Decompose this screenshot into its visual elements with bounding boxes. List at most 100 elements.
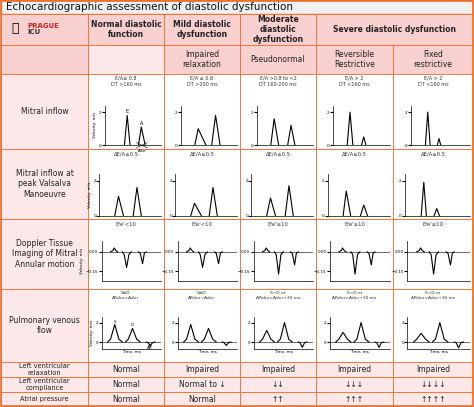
Text: ΔE/A≥0.5: ΔE/A≥0.5 xyxy=(190,151,215,156)
Bar xyxy=(240,45,316,74)
Bar xyxy=(88,45,164,74)
Bar xyxy=(1,377,88,392)
Text: Normal: Normal xyxy=(112,394,140,403)
Text: Severe diastolic dysfunction: Severe diastolic dysfunction xyxy=(333,25,456,34)
Text: ΔE/A≥0.5: ΔE/A≥0.5 xyxy=(342,151,367,156)
Text: Doppler Tissue
Imaging of Mitral
Annular motion: Doppler Tissue Imaging of Mitral Annular… xyxy=(12,239,77,269)
Bar xyxy=(240,362,316,377)
Bar xyxy=(88,74,164,149)
Bar xyxy=(316,149,393,219)
Text: ↑↑: ↑↑ xyxy=(272,394,284,403)
Bar xyxy=(1,149,88,219)
Text: S<D or
ARdur>Adur+30 ms: S<D or ARdur>Adur+30 ms xyxy=(332,291,376,300)
Bar xyxy=(393,149,473,219)
Bar xyxy=(164,45,240,74)
Text: ↓↓: ↓↓ xyxy=(272,380,284,389)
Bar xyxy=(88,289,164,362)
Text: Left ventricular
compliance: Left ventricular compliance xyxy=(19,378,70,391)
Text: ΔE/A≥0.5: ΔE/A≥0.5 xyxy=(113,151,138,156)
Text: E/A≥ 0.8
DT >160 ms: E/A≥ 0.8 DT >160 ms xyxy=(111,76,141,87)
Bar xyxy=(1,45,88,74)
Text: Echocardiographic assessment of diastolic dysfunction: Echocardiographic assessment of diastoli… xyxy=(6,2,293,12)
Text: Normal: Normal xyxy=(112,365,140,374)
Bar xyxy=(393,392,473,406)
Bar xyxy=(316,14,473,45)
Text: ICU: ICU xyxy=(27,29,40,35)
Y-axis label: Velocity, m/s: Velocity, m/s xyxy=(93,112,97,138)
Bar xyxy=(316,392,393,406)
Text: Moderate
diastolic
dysfunction: Moderate diastolic dysfunction xyxy=(253,15,303,44)
Text: Mitral inflow at
peak Valsalva
Manoeuvre: Mitral inflow at peak Valsalva Manoeuvre xyxy=(16,169,73,199)
Bar xyxy=(393,45,473,74)
Bar xyxy=(316,45,393,74)
Bar xyxy=(240,392,316,406)
Bar xyxy=(164,219,240,289)
Text: E/e'<10: E/e'<10 xyxy=(191,221,212,226)
Text: S≥D
ARdur<Adur: S≥D ARdur<Adur xyxy=(112,291,140,300)
Bar xyxy=(164,14,240,45)
Text: AR: AR xyxy=(147,346,153,350)
Text: ↑↑↑↑: ↑↑↑↑ xyxy=(420,394,446,403)
Bar xyxy=(1,219,88,289)
Bar xyxy=(240,289,316,362)
Text: E/A > 2
DT <160 ms: E/A > 2 DT <160 ms xyxy=(339,76,370,87)
Text: ΔE/A≥0.5: ΔE/A≥0.5 xyxy=(420,151,446,156)
Bar xyxy=(88,362,164,377)
Bar xyxy=(88,14,164,45)
Bar xyxy=(88,392,164,406)
Text: D: D xyxy=(131,324,134,328)
Text: Normal to ↓: Normal to ↓ xyxy=(179,380,225,389)
Text: E/A > 2
DT <160 ms: E/A > 2 DT <160 ms xyxy=(418,76,448,87)
Text: Mild diastolic
dysfunction: Mild diastolic dysfunction xyxy=(173,20,231,39)
Text: Atrial pressure: Atrial pressure xyxy=(20,396,69,402)
Bar xyxy=(316,74,393,149)
Bar xyxy=(1,74,88,149)
Bar xyxy=(164,362,240,377)
Bar xyxy=(240,219,316,289)
Text: Pulmonary venous
flow: Pulmonary venous flow xyxy=(9,316,80,335)
Bar xyxy=(240,14,316,45)
Y-axis label: Velocity, m/s: Velocity, m/s xyxy=(90,319,94,346)
Text: E: E xyxy=(126,109,129,114)
Text: ↓↓↓↓: ↓↓↓↓ xyxy=(420,380,446,389)
Text: E/e'≥10: E/e'≥10 xyxy=(267,221,289,226)
Text: Impaired: Impaired xyxy=(337,365,372,374)
Y-axis label: Velocity, m/s: Velocity, m/s xyxy=(80,248,84,274)
Bar xyxy=(316,289,393,362)
Text: Impaired
relaxation: Impaired relaxation xyxy=(182,50,221,69)
Bar xyxy=(316,362,393,377)
Text: Reversible
Restrictive: Reversible Restrictive xyxy=(334,50,375,69)
Text: AR: AR xyxy=(148,344,153,348)
Text: E/A >0.8 to <2
DT 160-200 ms: E/A >0.8 to <2 DT 160-200 ms xyxy=(259,76,297,87)
Text: S≥D
ARdur<Adur: S≥D ARdur<Adur xyxy=(188,291,216,300)
Bar xyxy=(240,149,316,219)
X-axis label: Time, ms: Time, ms xyxy=(122,350,141,354)
Text: Impaired: Impaired xyxy=(261,365,295,374)
Text: PRAGUE: PRAGUE xyxy=(27,24,59,29)
Text: S<D or
ARdur>Adur+30 ms: S<D or ARdur>Adur+30 ms xyxy=(256,291,300,300)
Bar xyxy=(393,219,473,289)
Bar xyxy=(164,289,240,362)
Bar xyxy=(88,219,164,289)
Text: S<D or
ARdur>Adur+30 ms: S<D or ARdur>Adur+30 ms xyxy=(411,291,455,300)
Text: ΔE/A≥0.5: ΔE/A≥0.5 xyxy=(265,151,291,156)
Bar xyxy=(393,362,473,377)
Bar xyxy=(316,377,393,392)
Bar xyxy=(393,289,473,362)
Bar xyxy=(164,377,240,392)
X-axis label: Time, ms: Time, ms xyxy=(429,350,448,354)
Bar xyxy=(164,74,240,149)
Text: Normal diastolic
function: Normal diastolic function xyxy=(91,20,161,39)
Bar xyxy=(164,149,240,219)
Bar xyxy=(88,149,164,219)
Bar xyxy=(316,219,393,289)
Text: Mitral inflow: Mitral inflow xyxy=(21,107,68,116)
X-axis label: Time, ms: Time, ms xyxy=(350,350,369,354)
Bar xyxy=(240,74,316,149)
Text: 🫀: 🫀 xyxy=(11,22,18,35)
Text: Adur: Adur xyxy=(137,149,146,153)
Y-axis label: Velocity, m/s: Velocity, m/s xyxy=(88,182,92,208)
Text: Fixed
restrictive: Fixed restrictive xyxy=(413,50,453,69)
Text: Impaired: Impaired xyxy=(416,365,450,374)
Text: Pseudonormal: Pseudonormal xyxy=(251,55,305,64)
